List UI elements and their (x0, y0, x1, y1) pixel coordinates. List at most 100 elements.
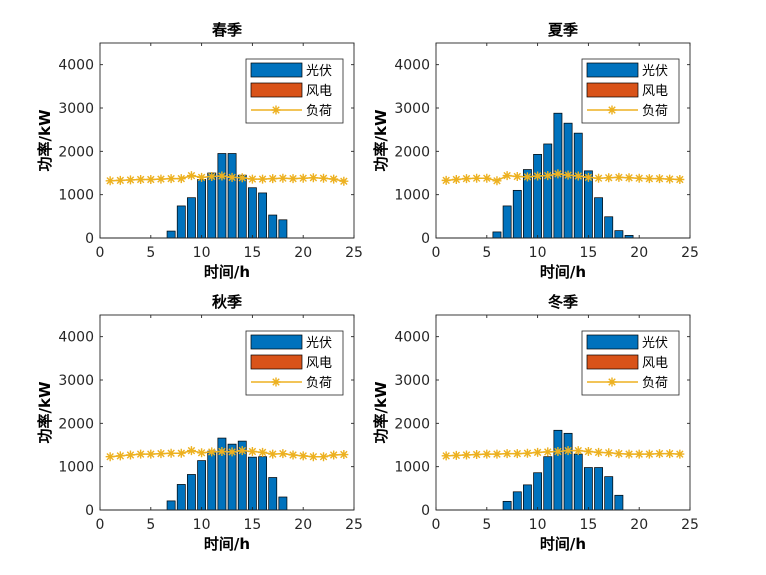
load-marker-14 (237, 173, 247, 183)
load-marker-9 (186, 171, 196, 181)
load-marker-1 (105, 452, 115, 462)
chart-title: 春季 (212, 21, 242, 39)
axes-box (99, 314, 355, 511)
load-marker-7 (166, 174, 176, 184)
legend-label-1: 光伏 (306, 336, 332, 351)
load-marker-9 (186, 446, 196, 456)
load-marker-17 (268, 449, 278, 459)
x-tick-label: 5 (146, 245, 155, 261)
bar-1-13 (563, 432, 573, 511)
legend-label-3: 负荷 (642, 104, 668, 119)
load-marker-5 (146, 449, 156, 459)
bar-1-16 (258, 192, 267, 239)
load-marker-11 (207, 447, 217, 457)
y-axis-label: 功率/kW (372, 109, 390, 171)
legend-swatch-1 (250, 334, 303, 350)
bar-1-17 (604, 216, 614, 239)
load-marker-10 (197, 172, 207, 182)
legend-swatch-1 (250, 62, 303, 78)
legend-swatch-2 (586, 354, 639, 370)
bar-1-14 (237, 174, 247, 239)
x-axis-label: 时间/h (540, 535, 586, 553)
bar-1-7 (166, 500, 176, 511)
axes-box (435, 314, 691, 511)
legend-label-3: 负荷 (306, 104, 332, 119)
bar-1-14 (573, 453, 583, 511)
y-axis-label: 功率/kW (36, 381, 54, 443)
load-marker-3 (461, 450, 471, 460)
load-marker-2 (451, 175, 461, 184)
x-tick-label: 5 (146, 517, 155, 533)
legend-label-3: 负荷 (642, 376, 668, 391)
y-tick-label: 0 (85, 231, 94, 247)
x-tick-label: 10 (193, 517, 211, 533)
load-marker-6 (492, 449, 502, 459)
load-marker-20 (298, 451, 308, 461)
load-marker-16 (258, 447, 268, 457)
x-tick-label: 10 (529, 517, 547, 533)
bar-1-9 (523, 484, 532, 511)
load-marker-8 (176, 448, 186, 458)
bar-1-8 (176, 484, 186, 511)
bar-1-9 (187, 474, 196, 511)
legend-marker (607, 377, 617, 387)
load-marker-23 (665, 449, 675, 459)
legend-label-2: 风电 (306, 84, 332, 99)
load-marker-12 (217, 447, 227, 456)
load-marker-24 (339, 176, 349, 186)
legend-swatch-2 (586, 82, 639, 98)
load-marker-10 (197, 448, 207, 458)
y-tick-label: 2000 (394, 144, 430, 160)
load-marker-21 (308, 452, 318, 462)
load-marker-24 (675, 449, 685, 459)
bar-1-14 (573, 132, 583, 239)
bar-1-18 (278, 496, 288, 511)
y-tick-label: 0 (85, 503, 94, 519)
load-marker-10 (533, 447, 543, 457)
bar-1-18 (278, 219, 288, 239)
load-marker-19 (624, 173, 634, 183)
load-marker-13 (563, 446, 573, 456)
y-tick-label: 0 (421, 231, 430, 247)
bar-1-15 (247, 456, 257, 511)
x-tick-label: 20 (294, 517, 312, 533)
bar-1-16 (594, 467, 603, 511)
load-marker-23 (665, 174, 675, 184)
load-marker-7 (502, 449, 512, 459)
legend-swatch-1 (586, 334, 639, 350)
y-tick-label: 1000 (394, 460, 430, 476)
legend-marker (271, 105, 281, 115)
x-axis-label: 时间/h (540, 263, 586, 281)
y-tick-label: 3000 (58, 101, 94, 117)
bar-1-12 (217, 153, 227, 239)
bar-1-16 (258, 456, 267, 511)
x-tick-label: 20 (630, 517, 648, 533)
load-marker-8 (512, 171, 522, 181)
load-marker-23 (329, 450, 339, 460)
bar-1-13 (227, 153, 237, 239)
x-tick-label: 25 (681, 517, 699, 533)
legend-label-2: 风电 (642, 356, 668, 371)
load-marker-8 (512, 449, 522, 459)
bar-1-8 (176, 205, 186, 239)
bar-1-10 (197, 179, 207, 239)
load-marker-12 (553, 169, 563, 179)
legend-marker (607, 105, 617, 115)
y-tick-label: 1000 (58, 460, 94, 476)
load-marker-20 (634, 449, 644, 459)
load-marker-19 (288, 450, 298, 460)
x-tick-label: 10 (193, 245, 211, 261)
x-tick-label: 20 (630, 245, 648, 261)
load-marker-6 (156, 449, 166, 459)
load-marker-23 (329, 174, 339, 184)
x-tick-label: 20 (294, 245, 312, 261)
x-tick-label: 15 (579, 245, 597, 261)
legend-label-2: 风电 (306, 356, 332, 371)
load-marker-4 (136, 449, 146, 459)
bar-1-8 (512, 491, 522, 511)
x-tick-label: 25 (345, 245, 363, 261)
x-axis-label: 时间/h (204, 263, 250, 281)
